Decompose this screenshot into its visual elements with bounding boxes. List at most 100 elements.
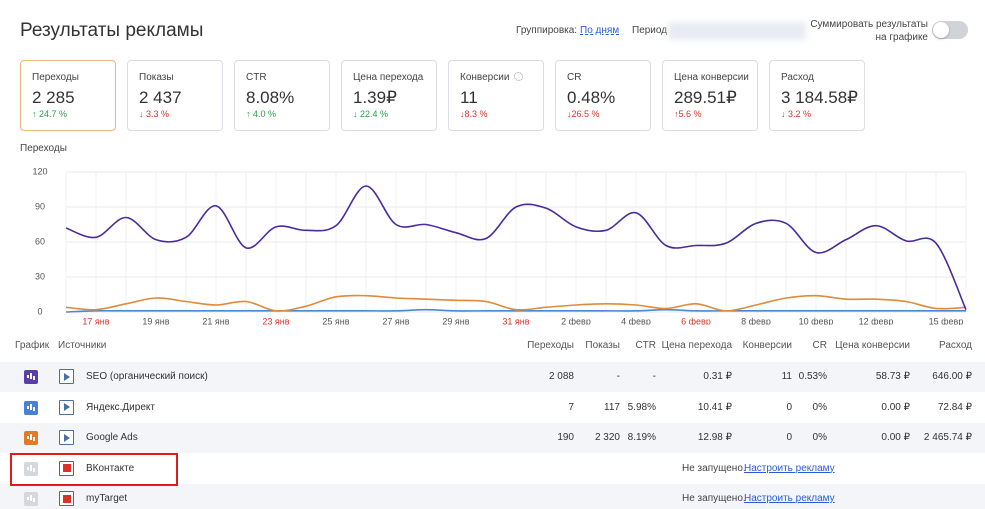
grouping-label: Группировка: bbox=[516, 25, 578, 36]
metric-card[interactable]: CTR 8.08% ↑ 4.0 % bbox=[234, 60, 330, 131]
table-cell: 0.00 ₽ bbox=[881, 432, 910, 443]
table-cell: Яндекс.Директ bbox=[86, 401, 155, 413]
x-tick-label: 10 февр bbox=[799, 316, 834, 325]
table-cell: 0% bbox=[812, 401, 827, 413]
metric-card[interactable]: Цена перехода 1.39₽ ↓ 22.4 % bbox=[341, 60, 437, 131]
table-cell: ВКонтакте bbox=[86, 462, 135, 474]
chart-title: Переходы bbox=[20, 143, 67, 154]
table-cell: 2 465.74 ₽ bbox=[923, 432, 972, 443]
table-row-bg bbox=[0, 362, 985, 392]
sum-label-line: Суммировать результаты bbox=[810, 19, 928, 30]
setup-link[interactable]: Настроить рекламу bbox=[744, 493, 835, 504]
status-text: Не запущено. bbox=[682, 493, 746, 504]
table-header: Источники bbox=[58, 340, 107, 351]
graph-icon-bar bbox=[27, 466, 29, 470]
stop-square bbox=[62, 464, 71, 472]
table-cell: 117 bbox=[604, 401, 620, 413]
graph-icon-bar bbox=[30, 403, 32, 410]
card-change: ↑5.6 % bbox=[674, 109, 702, 119]
x-tick-label: 4 февр bbox=[621, 316, 651, 325]
card-value: 11 bbox=[460, 88, 478, 107]
y-tick-label: 60 bbox=[35, 236, 45, 246]
table-cell: 2 088 bbox=[548, 371, 574, 382]
period-label: Период bbox=[632, 25, 668, 36]
status-text: Не запущено. bbox=[682, 462, 746, 474]
metric-card[interactable]: Расход 3 184.58₽ ↓ 3.2 % bbox=[769, 60, 865, 131]
table-cell: 0% bbox=[812, 432, 827, 443]
source-icon bbox=[59, 369, 74, 384]
graph-icon-bar bbox=[30, 464, 32, 471]
graph-icon-bar bbox=[27, 497, 29, 500]
table-row-bg bbox=[0, 484, 985, 509]
card-label: CR bbox=[567, 72, 582, 83]
source-icon bbox=[59, 430, 74, 445]
play-triangle bbox=[64, 403, 70, 411]
table-cell: - bbox=[616, 371, 620, 382]
card-change: ↑ 24.7 % bbox=[32, 109, 68, 119]
x-tick-label: 23 янв bbox=[262, 316, 289, 325]
x-tick-label: 12 февр bbox=[859, 316, 894, 325]
table-row-bg bbox=[0, 423, 985, 453]
metric-card[interactable]: Переходы 2 285 ↑ 24.7 % bbox=[20, 60, 116, 131]
table-header: Расход bbox=[939, 340, 972, 351]
metric-card[interactable]: CR 0.48% ↓26.5 % bbox=[555, 60, 651, 131]
table-cell: 646.00 ₽ bbox=[932, 371, 972, 382]
card-value: 2 285 bbox=[32, 88, 75, 107]
grouping-link[interactable]: По дням bbox=[580, 25, 620, 36]
graph-icon-bar bbox=[30, 373, 32, 379]
table-cell: myTarget bbox=[86, 493, 128, 504]
x-tick-label: 8 февр bbox=[741, 316, 771, 325]
metric-card[interactable]: Показы 2 437 ↓ 3.3 % bbox=[127, 60, 223, 131]
series-line bbox=[65, 185, 967, 310]
table-header: Конверсии bbox=[742, 340, 792, 351]
highlight-box bbox=[10, 452, 178, 486]
card-label: Расход bbox=[781, 72, 814, 83]
graph-icon-bar bbox=[27, 375, 29, 378]
series-line bbox=[65, 308, 966, 313]
table-header: График bbox=[15, 340, 50, 351]
card-change: ↓ 3.2 % bbox=[781, 109, 812, 119]
x-tick-label: 31 янв bbox=[502, 316, 529, 325]
sum-label: Суммировать результаты на графике bbox=[800, 18, 928, 44]
y-tick-label: 90 bbox=[35, 201, 45, 211]
period-blurred[interactable] bbox=[668, 22, 806, 40]
table-cell: 0 bbox=[786, 432, 792, 443]
page-title: Результаты рекламы bbox=[20, 20, 204, 41]
table-cell: 8.19% bbox=[627, 432, 656, 443]
metric-card[interactable]: Цена конверсии 289.51₽ ↑5.6 % bbox=[662, 60, 758, 131]
x-tick-label: 2 февр bbox=[561, 316, 591, 325]
source-icon bbox=[59, 460, 74, 476]
source-icon bbox=[59, 491, 74, 506]
table-header: CR bbox=[812, 340, 827, 351]
table-cell: 0.53% bbox=[798, 371, 827, 382]
y-tick-label: 0 bbox=[37, 306, 42, 316]
y-tick-label: 30 bbox=[35, 271, 45, 281]
graph-icon-bar bbox=[30, 495, 32, 501]
table-cell: 0.31 ₽ bbox=[703, 371, 732, 382]
card-value: 3 184.58₽ bbox=[781, 88, 858, 107]
table-cell: 190 bbox=[557, 432, 574, 443]
x-tick-label: 15 февр bbox=[929, 316, 964, 325]
graph-icon-bar bbox=[27, 436, 29, 439]
table-cell: 5.98% bbox=[627, 401, 656, 413]
card-value: 0.48% bbox=[567, 88, 616, 107]
setup-link[interactable]: Настроить рекламу bbox=[744, 462, 835, 474]
x-tick-label: 29 янв bbox=[442, 316, 469, 325]
play-triangle bbox=[64, 372, 70, 381]
graph-icon-bar bbox=[33, 437, 35, 441]
card-label: Переходы bbox=[32, 72, 79, 83]
metric-card[interactable]: Конверсии 11 ↓8.3 % bbox=[448, 60, 544, 131]
x-tick-label: 27 янв bbox=[382, 316, 409, 325]
toggle-knob bbox=[933, 22, 949, 38]
card-label: Цена перехода bbox=[353, 72, 424, 83]
table-cell: 0.00 ₽ bbox=[881, 401, 910, 413]
y-tick-label: 120 bbox=[32, 166, 47, 176]
graph-icon-bar bbox=[30, 434, 32, 440]
sum-label-line: на графике bbox=[875, 32, 929, 43]
toggle[interactable] bbox=[932, 21, 968, 39]
source-icon bbox=[59, 399, 74, 415]
card-change: ↓26.5 % bbox=[567, 109, 600, 119]
x-tick-label: 25 янв bbox=[322, 316, 349, 325]
card-change: ↓8.3 % bbox=[460, 109, 488, 119]
play-triangle bbox=[64, 433, 70, 442]
